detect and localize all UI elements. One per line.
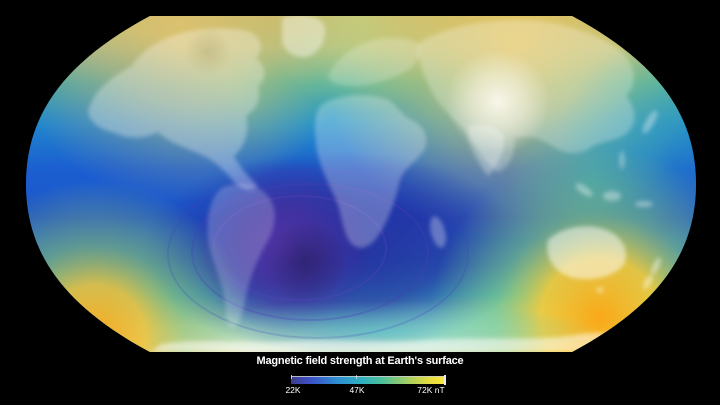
continent-south-america	[207, 183, 275, 328]
island-new-zealand-south	[643, 274, 653, 290]
island-madagascar	[430, 216, 446, 248]
colorbar-tick-mid	[355, 375, 357, 379]
continents	[88, 16, 661, 352]
continent-africa	[314, 95, 427, 248]
colorbar-tick-max	[444, 375, 446, 385]
island-new-zealand-north	[651, 257, 661, 275]
colorbar-label-mid: 47K	[349, 385, 365, 395]
continent-antarctica	[150, 332, 648, 352]
island-sumatra	[575, 183, 593, 197]
continent-greenland	[282, 16, 326, 58]
map-title: Magnetic field strength at Earth's surfa…	[256, 355, 464, 367]
island-japan	[642, 110, 658, 134]
subcontinent-india	[468, 124, 505, 176]
island-newguinea	[635, 201, 653, 207]
colorbar	[291, 375, 446, 385]
colorbar-tick-min	[291, 375, 292, 379]
island-tasmania	[596, 287, 604, 293]
colorbar-label-min: 22K	[285, 385, 301, 395]
continent-north-america	[88, 28, 265, 190]
anomaly-contour-rings	[167, 169, 469, 339]
colorbar-label-max: 72K nT	[417, 385, 445, 395]
continent-australia	[547, 226, 626, 280]
island-borneo	[603, 191, 621, 201]
continent-europe	[328, 37, 421, 86]
island-philippines	[619, 151, 625, 169]
